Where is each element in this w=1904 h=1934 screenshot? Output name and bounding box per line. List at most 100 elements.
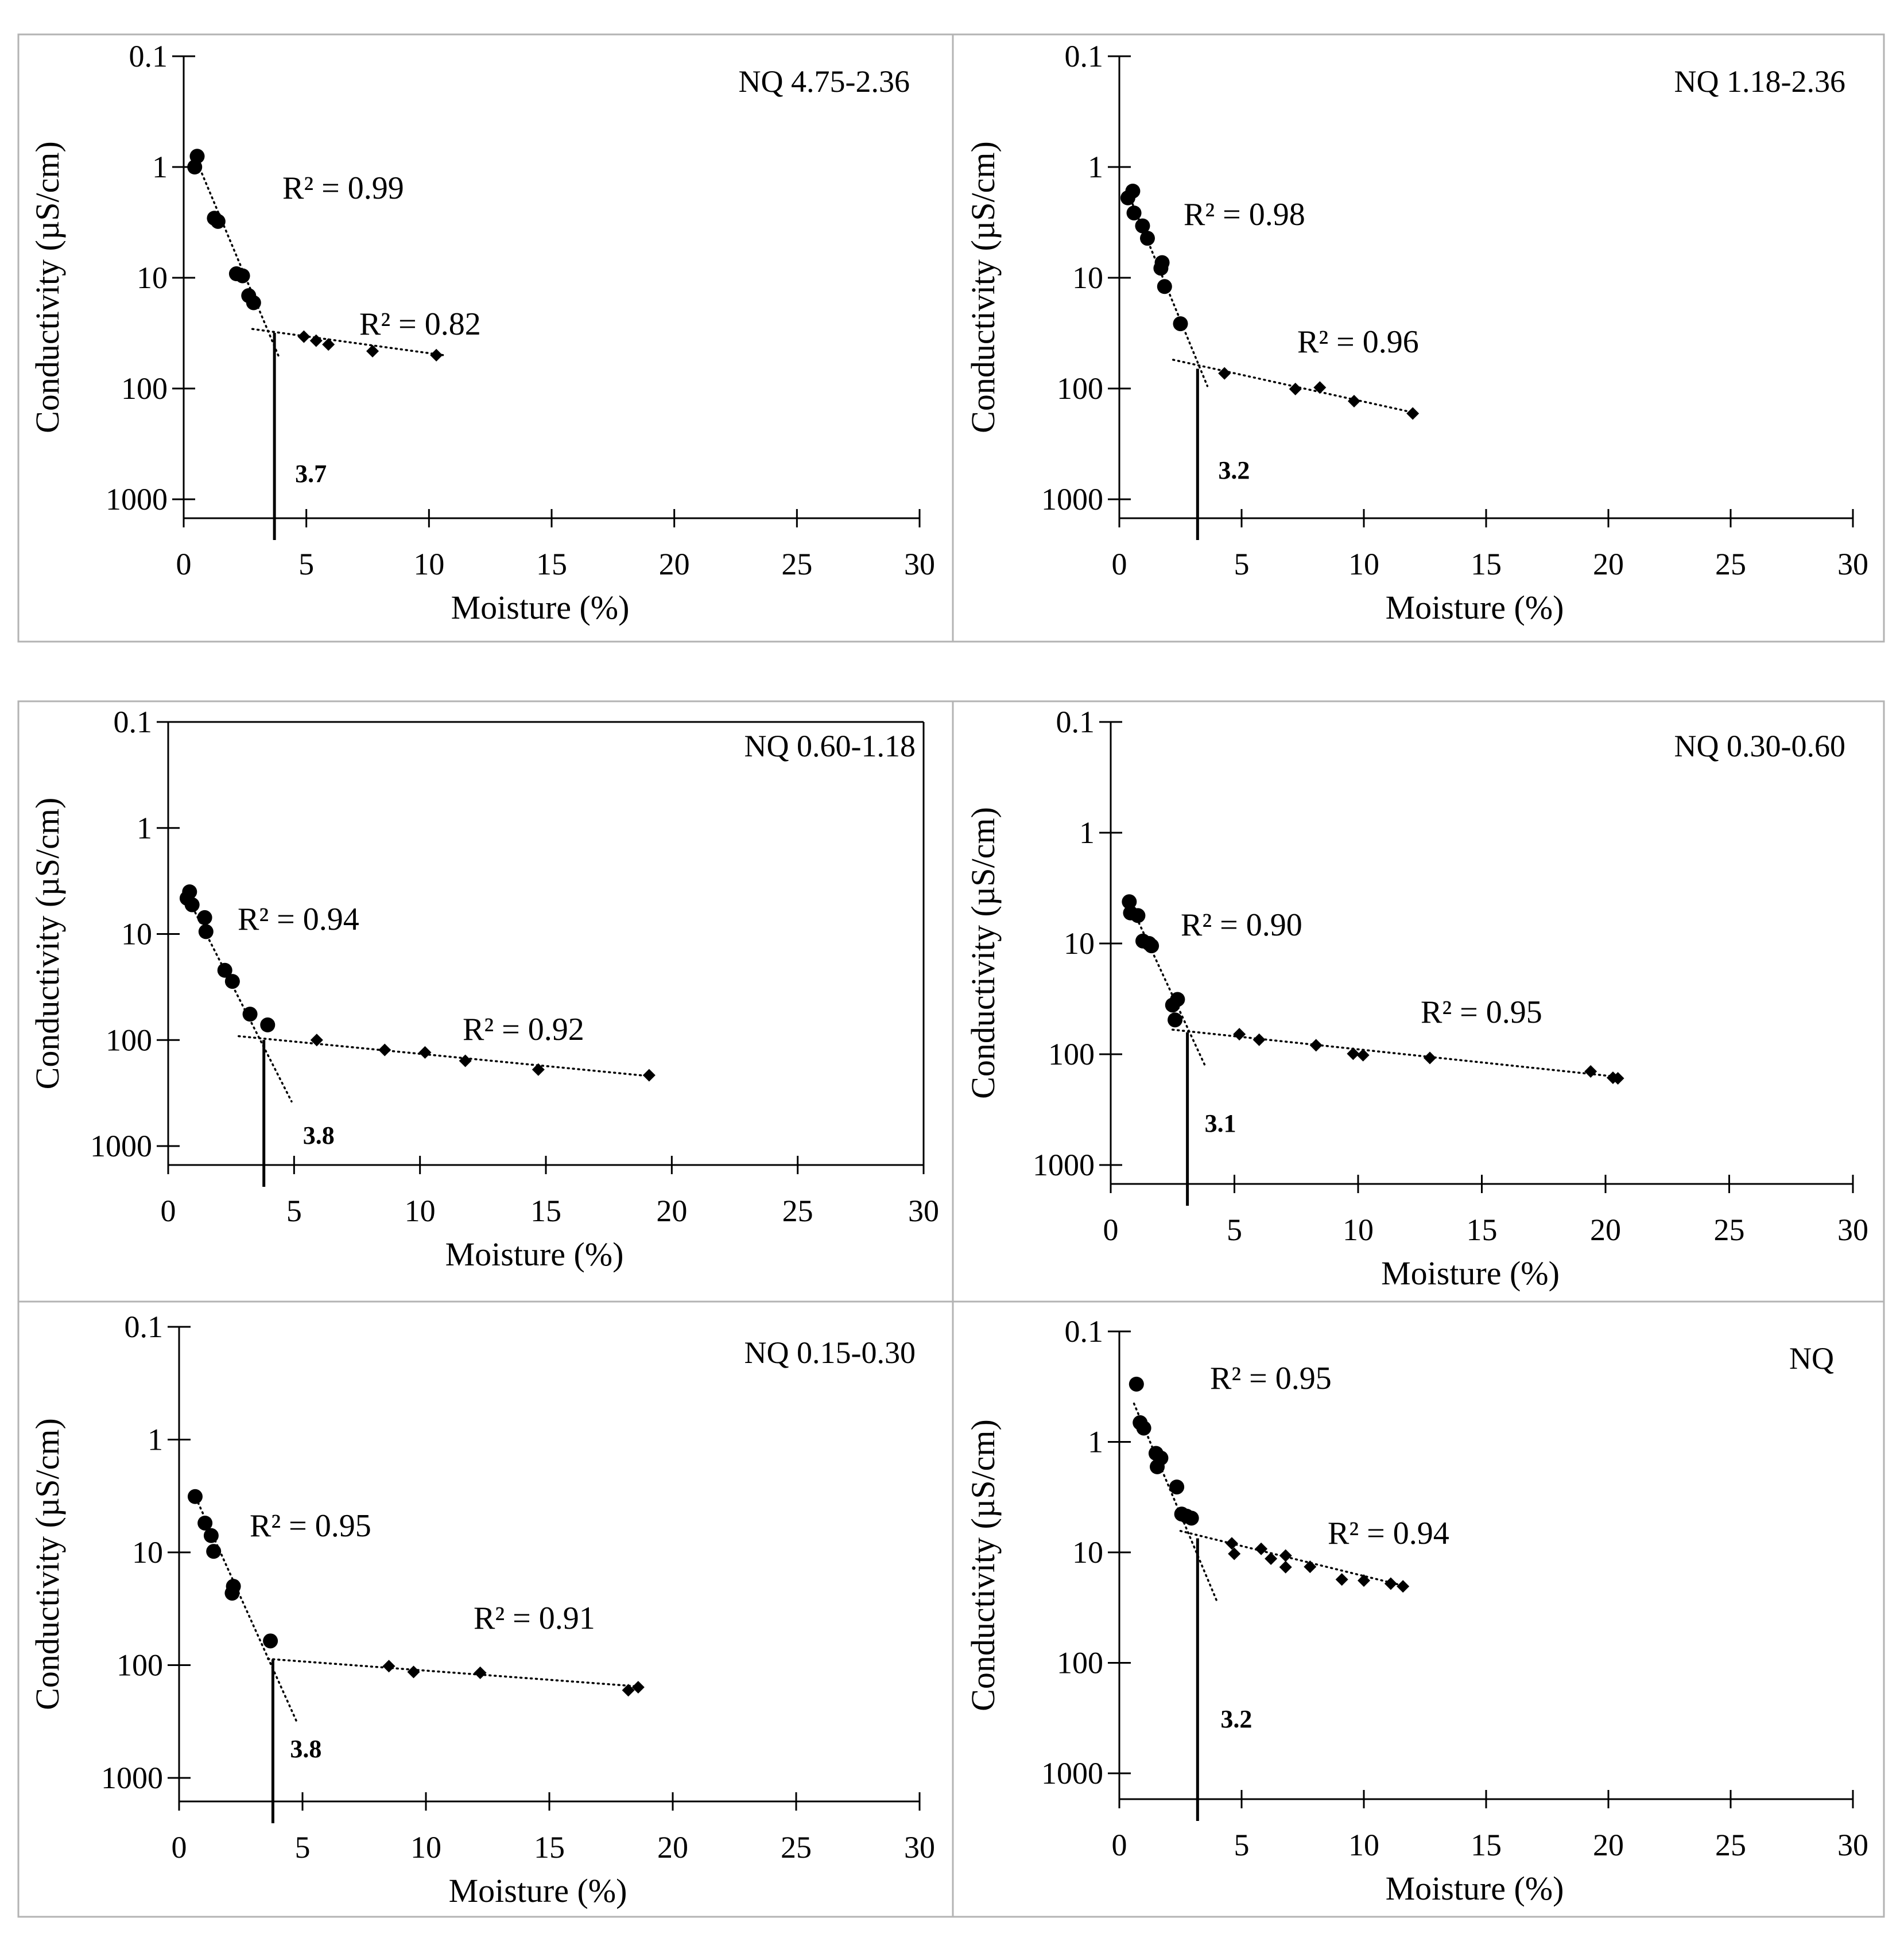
trendline-wet bbox=[267, 1657, 642, 1688]
data-point-diamond bbox=[382, 1660, 395, 1673]
data-point-diamond bbox=[1225, 1537, 1238, 1550]
x-tick-label: 30 bbox=[1837, 1213, 1868, 1247]
data-point-diamond bbox=[1279, 1560, 1292, 1574]
y-tick-label: 100 bbox=[117, 1648, 163, 1683]
x-tick-label: 15 bbox=[1471, 1828, 1502, 1862]
trendline-wet bbox=[1172, 1028, 1619, 1078]
data-point-circle bbox=[1129, 1376, 1144, 1392]
breakpoint-label: 3.2 bbox=[1218, 456, 1250, 484]
data-point-diamond bbox=[1611, 1071, 1624, 1085]
trendline-wet bbox=[251, 328, 445, 356]
r2-label-dry: R² = 0.94 bbox=[238, 902, 359, 937]
r2-label-wet: R² = 0.94 bbox=[1328, 1516, 1449, 1551]
data-point-circle bbox=[235, 268, 250, 284]
x-tick-label: 10 bbox=[413, 547, 444, 581]
x-tick-label: 25 bbox=[781, 547, 812, 581]
y-tick-label: 1000 bbox=[106, 482, 168, 516]
data-point-circle bbox=[1136, 1420, 1151, 1436]
data-point-diamond bbox=[1397, 1580, 1410, 1593]
x-tick-label: 25 bbox=[1714, 1213, 1745, 1247]
data-point-circle bbox=[197, 1515, 213, 1531]
x-tick-label: 30 bbox=[904, 547, 935, 581]
trendline-dry bbox=[1127, 898, 1206, 1066]
data-point-diamond bbox=[378, 1043, 391, 1057]
panel-label: NQ 0.30-0.60 bbox=[1674, 729, 1845, 763]
trendline-dry bbox=[1133, 1402, 1219, 1603]
x-tick-label: 0 bbox=[161, 1194, 176, 1228]
data-point-circle bbox=[1122, 894, 1137, 910]
trendline-wet bbox=[238, 1035, 653, 1078]
y-axis-title: Conductivity (µS/cm) bbox=[29, 141, 66, 433]
data-point-circle bbox=[1135, 218, 1150, 234]
data-point-diamond bbox=[1279, 1549, 1292, 1562]
x-axis-title: Moisture (%) bbox=[1381, 1255, 1560, 1292]
data-point-diamond bbox=[1406, 407, 1420, 420]
data-point-diamond bbox=[622, 1684, 635, 1697]
y-tick-label: 1 bbox=[1088, 1425, 1103, 1459]
data-point-circle bbox=[1125, 183, 1141, 199]
r2-label-wet: R² = 0.96 bbox=[1297, 324, 1419, 360]
data-point-diamond bbox=[297, 330, 311, 343]
data-point-diamond bbox=[1228, 1547, 1241, 1560]
x-tick-label: 15 bbox=[534, 1830, 565, 1865]
x-tick-label: 20 bbox=[1590, 1213, 1621, 1247]
y-axis-title: Conductivity (µS/cm) bbox=[29, 1418, 66, 1710]
x-tick-label: 10 bbox=[1348, 547, 1379, 581]
data-point-circle bbox=[1154, 255, 1170, 270]
data-point-circle bbox=[210, 213, 226, 229]
y-tick-label: 0.1 bbox=[114, 705, 153, 739]
r2-label-dry: R² = 0.95 bbox=[250, 1508, 371, 1544]
panel-label: NQ 1.18-2.36 bbox=[1674, 64, 1845, 99]
y-tick-label: 1000 bbox=[1041, 1756, 1103, 1791]
y-tick-label: 1 bbox=[152, 150, 168, 184]
data-point-diamond bbox=[1289, 382, 1302, 395]
x-tick-label: 15 bbox=[536, 547, 567, 581]
data-point-circle bbox=[1130, 908, 1146, 923]
x-tick-label: 15 bbox=[530, 1194, 561, 1228]
x-tick-label: 0 bbox=[176, 547, 192, 581]
data-point-circle bbox=[260, 1017, 276, 1032]
x-tick-label: 20 bbox=[659, 547, 690, 581]
x-tick-label: 20 bbox=[657, 1830, 688, 1865]
chart-panel-5: 0.1 1 10 100 1000 0 5 10 15 20 25 30 Moisture (%) Con… bbox=[29, 1310, 935, 1909]
x-tick-label: 30 bbox=[1837, 1828, 1868, 1862]
data-point-circle bbox=[203, 1528, 219, 1543]
breakpoint-label: 3.8 bbox=[303, 1121, 335, 1149]
y-tick-label: 1 bbox=[1079, 815, 1095, 850]
panel-label: NQ 0.60-1.18 bbox=[744, 729, 916, 763]
y-tick-label: 100 bbox=[121, 371, 168, 406]
y-tick-label: 1000 bbox=[1033, 1148, 1095, 1182]
r2-label-dry: R² = 0.99 bbox=[282, 170, 404, 206]
x-tick-label: 10 bbox=[405, 1194, 436, 1228]
data-point-circle bbox=[1184, 1510, 1199, 1526]
x-tick-label: 5 bbox=[1227, 1213, 1242, 1247]
data-point-circle bbox=[1144, 938, 1160, 954]
x-tick-label: 5 bbox=[295, 1830, 311, 1865]
chart-panel-6: 0.1 1 10 100 1000 0 5 10 15 20 25 30 Moisture (%) Con… bbox=[964, 1314, 1868, 1907]
y-axis-title: Conductivity (µS/cm) bbox=[964, 1419, 1002, 1711]
y-tick-label: 10 bbox=[137, 261, 168, 295]
panel-frames bbox=[17, 33, 1885, 1918]
y-tick-label: 0.1 bbox=[1065, 1314, 1104, 1349]
breakpoint-label: 3.1 bbox=[1205, 1109, 1236, 1137]
x-tick-label: 15 bbox=[1471, 547, 1502, 581]
data-point-diamond bbox=[474, 1666, 487, 1679]
data-point-circle bbox=[224, 974, 240, 989]
data-point-diamond bbox=[407, 1665, 420, 1679]
data-point-circle bbox=[226, 1579, 241, 1594]
x-tick-label: 20 bbox=[1593, 547, 1624, 581]
y-tick-label: 1 bbox=[148, 1423, 163, 1457]
data-point-diamond bbox=[1384, 1577, 1397, 1590]
data-point-diamond bbox=[1584, 1065, 1597, 1078]
data-point-circle bbox=[1173, 316, 1188, 332]
y-tick-label: 1 bbox=[137, 811, 152, 845]
trendline-dry bbox=[195, 158, 281, 359]
data-point-diamond bbox=[1313, 381, 1327, 394]
x-tick-label: 30 bbox=[908, 1194, 939, 1228]
data-point-diamond bbox=[532, 1063, 545, 1076]
x-tick-label: 0 bbox=[1112, 1828, 1127, 1862]
y-tick-label: 0.1 bbox=[1065, 39, 1104, 73]
y-axis-title: Conductivity (µS/cm) bbox=[964, 141, 1002, 433]
data-point-diamond bbox=[418, 1046, 432, 1059]
x-tick-label: 0 bbox=[172, 1830, 187, 1865]
